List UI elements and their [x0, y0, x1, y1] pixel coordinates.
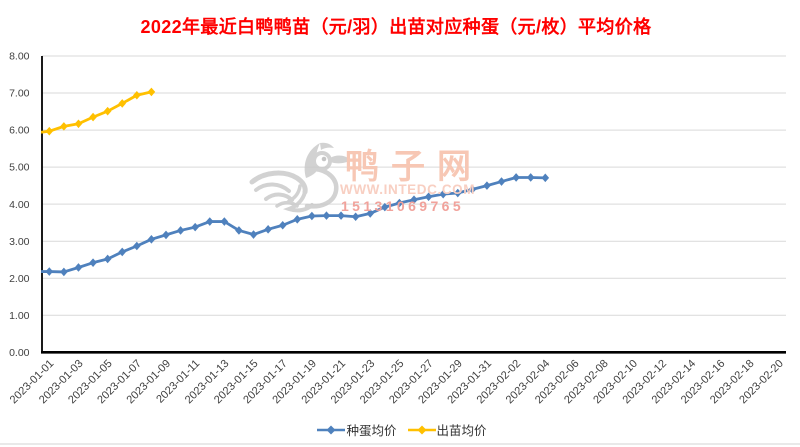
- series-marker-zhongdan: [162, 230, 170, 240]
- y-axis-label: 3.00: [9, 236, 30, 248]
- series-marker-zhongdan: [439, 189, 447, 199]
- legend-item-chumiao: 出苗均价: [407, 420, 487, 439]
- series-line-chumiao: [40, 90, 152, 134]
- bottom-divider: [0, 443, 800, 445]
- y-axis-label: 4.00: [9, 199, 30, 211]
- series-marker-zhongdan: [497, 177, 506, 186]
- series-marker-zhongdan: [541, 173, 550, 183]
- series-marker-zhongdan: [381, 202, 389, 212]
- y-axis-label: 6.00: [9, 125, 30, 137]
- series-marker-zhongdan: [512, 173, 520, 182]
- y-axis-label: 2.00: [9, 273, 30, 285]
- legend-marker-zhongdan-icon: [317, 425, 346, 434]
- series-marker-zhongdan: [45, 267, 54, 276]
- series-marker-zhongdan: [235, 226, 243, 235]
- series-marker-chumiao: [74, 119, 83, 129]
- series-marker-zhongdan: [147, 235, 156, 244]
- series-marker-chumiao: [133, 90, 141, 100]
- series-marker-zhongdan: [483, 181, 491, 190]
- legend-item-zhongdan: 种蛋均价: [317, 420, 397, 439]
- y-axis-label: 1.00: [9, 310, 30, 322]
- series-marker-chumiao: [118, 99, 127, 108]
- series-marker-zhongdan: [191, 222, 199, 232]
- series-marker-zhongdan: [249, 230, 258, 239]
- series-marker-zhongdan: [424, 192, 433, 202]
- series-marker-zhongdan: [322, 211, 331, 220]
- series-marker-chumiao: [147, 87, 156, 97]
- series-marker-zhongdan: [220, 217, 229, 226]
- series-marker-zhongdan: [366, 209, 375, 218]
- legend-marker-chumiao-icon: [407, 425, 436, 434]
- chart-legend: 种蛋均价 出苗均价: [2, 420, 800, 439]
- series-marker-zhongdan: [351, 212, 360, 222]
- series-marker-zhongdan: [74, 263, 83, 272]
- y-axis-label: 8.00: [9, 51, 30, 63]
- series-line-zhongdan: [41, 176, 546, 274]
- chart-title: 2022年最近白鸭鸭苗（元/羽）出苗对应种蛋（元/枚）平均价格: [140, 17, 652, 37]
- y-axis-label: 7.00: [9, 88, 30, 100]
- series-marker-zhongdan: [118, 247, 127, 257]
- series-marker-zhongdan: [103, 254, 112, 264]
- series-marker-zhongdan: [526, 173, 535, 182]
- series-marker-zhongdan: [176, 226, 185, 235]
- y-axis-label: 5.00: [9, 162, 30, 174]
- series-marker-zhongdan: [308, 211, 316, 221]
- series-marker-zhongdan: [410, 195, 418, 205]
- legend-label-zhongdan: 种蛋均价: [346, 424, 397, 438]
- series-marker-zhongdan: [278, 220, 287, 230]
- series-marker-chumiao: [103, 106, 112, 116]
- series-marker-chumiao: [89, 112, 97, 122]
- series-marker-zhongdan: [205, 217, 214, 226]
- series-marker-zhongdan: [453, 188, 462, 198]
- series-marker-zhongdan: [133, 241, 141, 251]
- series-marker-zhongdan: [395, 198, 404, 208]
- series-marker-chumiao: [60, 122, 68, 131]
- series-marker-zhongdan: [337, 211, 345, 220]
- series-marker-chumiao: [45, 126, 54, 136]
- series-marker-zhongdan: [468, 185, 477, 194]
- y-axis-label: 0.00: [9, 347, 30, 359]
- series-marker-zhongdan: [60, 267, 68, 277]
- series-marker-zhongdan: [89, 258, 97, 267]
- legend-label-chumiao: 出苗均价: [436, 424, 487, 438]
- series-marker-zhongdan: [264, 225, 272, 234]
- series-marker-zhongdan: [293, 215, 302, 224]
